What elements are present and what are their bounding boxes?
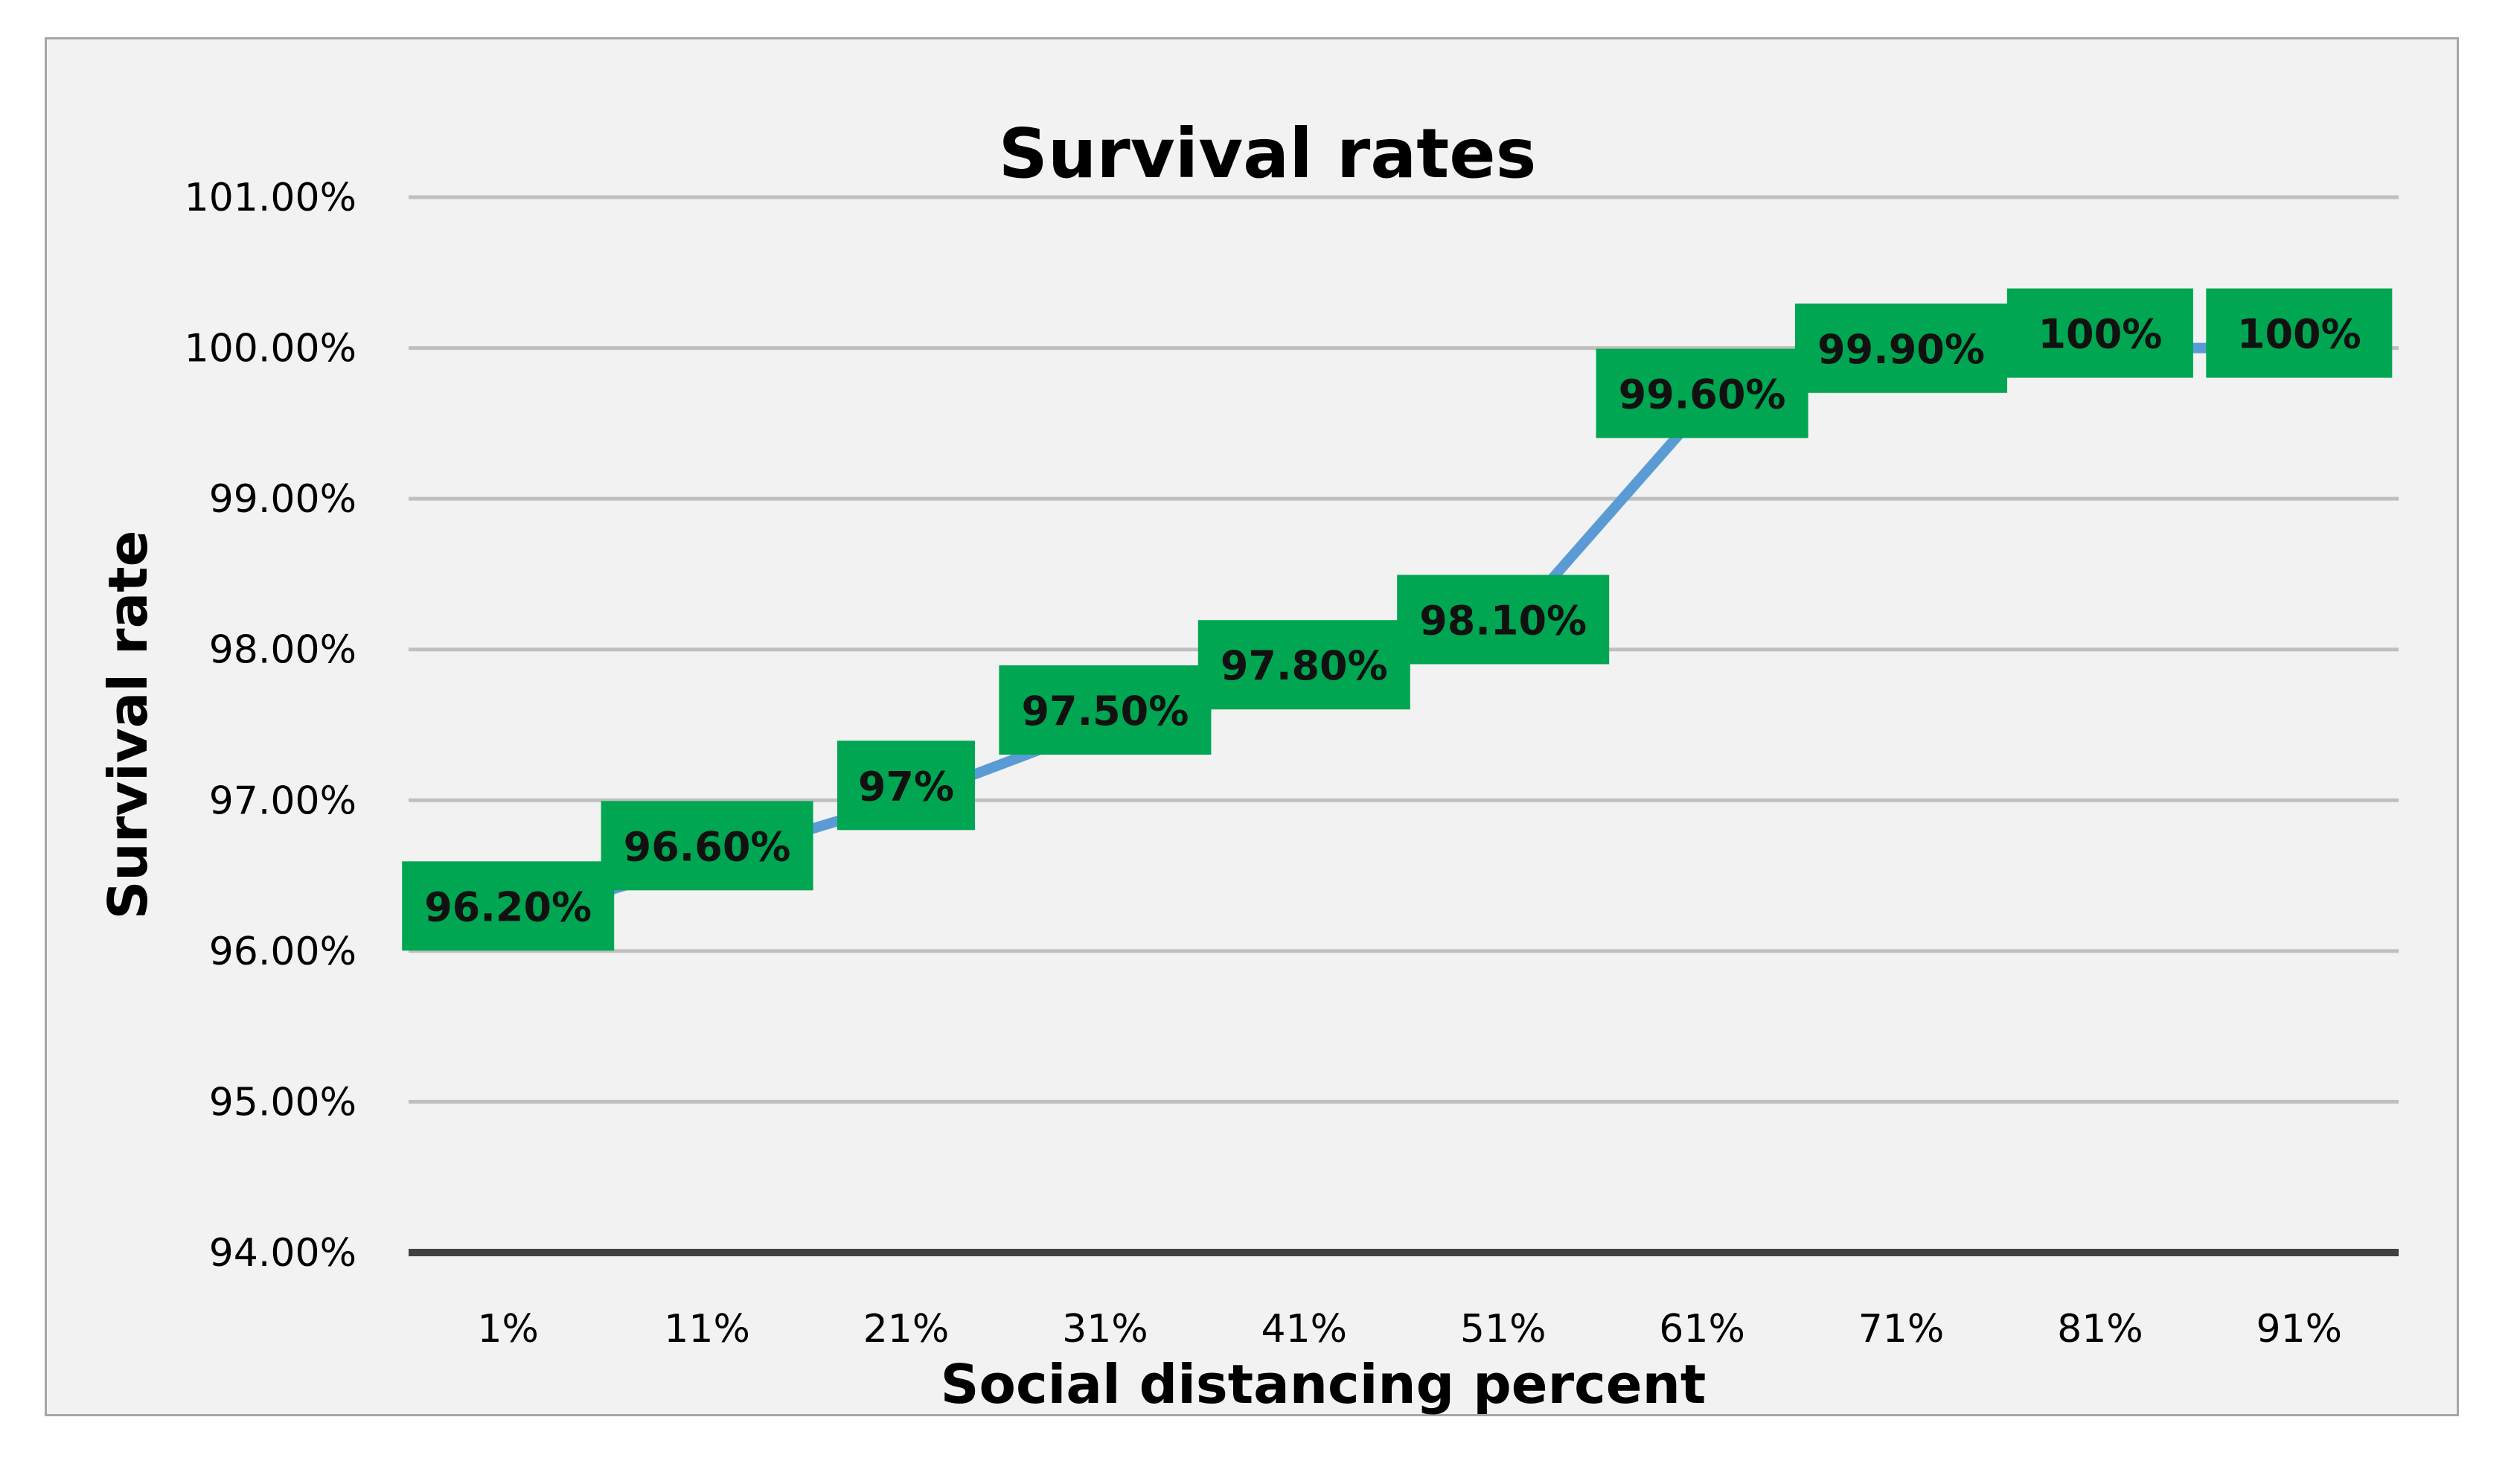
y-tick-label: 96.00% xyxy=(209,930,356,974)
x-tick-label: 91% xyxy=(2256,1307,2343,1352)
x-tick-label: 31% xyxy=(1062,1307,1148,1352)
y-tick-label: 99.00% xyxy=(209,477,356,522)
data-label-box xyxy=(837,741,975,831)
data-label: 98.10% xyxy=(1419,597,1587,644)
chart-title: Survival rates xyxy=(999,114,1537,194)
data-label: 96.60% xyxy=(624,823,791,870)
data-label: 97.80% xyxy=(1221,642,1388,689)
gridlines xyxy=(409,195,2399,1104)
data-label-box xyxy=(601,801,813,891)
y-tick-label: 100.00% xyxy=(185,327,356,371)
data-label: 96.20% xyxy=(424,883,592,930)
x-tick-label: 51% xyxy=(1460,1307,1547,1352)
y-tick-label: 101.00% xyxy=(185,176,356,220)
chart-text: Survival rates Social distancing percent… xyxy=(97,114,2342,1416)
data-label: 99.90% xyxy=(1817,326,1985,373)
data-label-box xyxy=(1596,348,1808,438)
x-tick-label: 61% xyxy=(1659,1307,1745,1352)
data-label: 100% xyxy=(2237,311,2361,358)
data-label: 99.60% xyxy=(1619,371,1786,418)
data-label-box xyxy=(1397,575,1610,665)
data-label-box xyxy=(1197,620,1410,710)
data-label: 97% xyxy=(858,763,954,810)
data-label-box xyxy=(2206,288,2393,378)
survival-rate-chart: 96.20% 96.60% 97% 97.50% 97.80% 98.10% 99.60% 9… xyxy=(97,114,2399,1416)
y-tick-label: 97.00% xyxy=(209,778,356,823)
y-tick-label: 98.00% xyxy=(209,628,356,673)
data-label: 100% xyxy=(2038,311,2162,358)
y-tick-label: 94.00% xyxy=(209,1231,356,1276)
data-label-box xyxy=(2006,288,2193,378)
x-tick-label: 71% xyxy=(1858,1307,1945,1352)
chart-frame: 96.20% 96.60% 97% 97.50% 97.80% 98.10% 99.60% 9… xyxy=(45,37,2459,1416)
x-axis-title: Social distancing percent xyxy=(941,1353,1707,1416)
data-labels: 96.20% 96.60% 97% 97.50% 97.80% 98.10% 99.60% 9… xyxy=(402,288,2393,951)
data-label: 97.50% xyxy=(1021,688,1189,735)
x-tick-label: 1% xyxy=(477,1307,539,1352)
y-axis-title: Survival rate xyxy=(97,531,159,920)
data-label-box xyxy=(1795,303,2007,393)
x-tick-label: 21% xyxy=(863,1307,950,1352)
x-tick-label: 81% xyxy=(2057,1307,2143,1352)
x-tick-label: 11% xyxy=(664,1307,750,1352)
data-label-box xyxy=(999,665,1212,755)
y-tick-label: 95.00% xyxy=(209,1080,356,1125)
x-tick-label: 41% xyxy=(1261,1307,1348,1352)
data-label-box xyxy=(402,861,615,951)
